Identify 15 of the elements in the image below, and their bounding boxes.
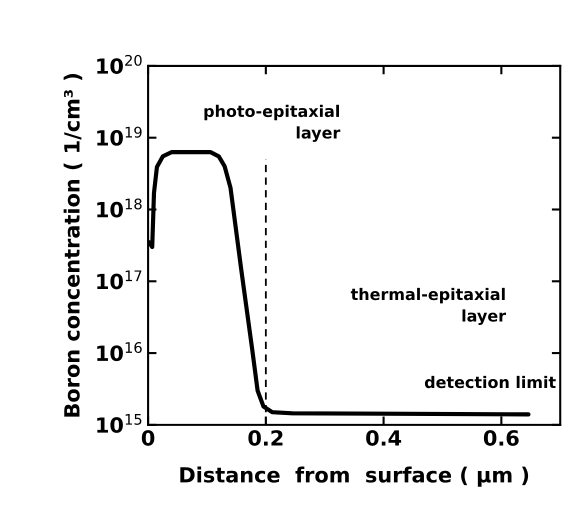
- y-tick-label: 10$^{18}$: [97, 198, 142, 218]
- annotation: thermal-epitaxial layer: [350, 288, 506, 325]
- x-axis-title: Distance from surface ( μm ): [180, 466, 528, 487]
- x-tick-label: 0.4: [366, 430, 402, 446]
- y-axis-title: Boron concentration ( 1/cm³ ): [64, 74, 82, 417]
- annotation: detection limit: [424, 376, 556, 388]
- x-tick-label: 0: [142, 430, 154, 446]
- annotation: photo-epitaxial layer: [204, 104, 340, 142]
- x-tick-label: 0.6: [484, 430, 519, 446]
- y-tick-label: 10$^{17}$: [97, 270, 142, 290]
- y-tick-label: 10$^{16}$: [97, 342, 142, 362]
- y-tick-label: 10$^{15}$: [97, 414, 142, 433]
- x-tick-label: 0.2: [248, 430, 282, 446]
- y-tick-label: 10$^{20}$: [97, 54, 142, 74]
- y-tick-label: 10$^{19}$: [97, 126, 142, 146]
